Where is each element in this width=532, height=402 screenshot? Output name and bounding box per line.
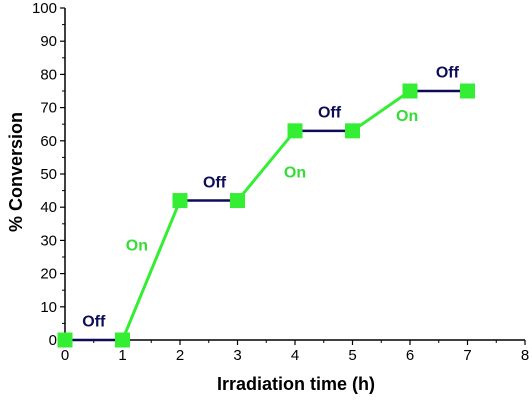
x-tick-label: 1 [118,347,126,364]
x-axis-title: Irradiation time (h) [217,374,375,394]
data-point [115,332,130,348]
on-segment [351,89,411,133]
tick-labels: 0 10 20 30 40 50 60 70 80 90 100 0 1 2 3 4 5 6 7 8 [32,0,529,364]
x-tick-label: 8 [521,347,529,364]
off-label: Off [318,105,342,122]
y-tick-label: 0 [49,332,57,349]
data-point [172,193,188,209]
y-axis-title: % Conversion [6,112,26,232]
off-label: Off [203,174,227,191]
y-tick-label: 50 [40,166,57,183]
y-tick-label: 90 [40,33,57,50]
x-tick-label: 4 [291,347,299,364]
off-label: Off [82,314,106,331]
annotations: Off On Off On Off On Off [82,65,459,331]
x-tick-label: 2 [176,347,184,364]
data-point [345,123,360,139]
on-label: On [126,237,148,254]
on-label: On [396,108,418,125]
y-tick-label: 60 [40,133,57,150]
y-tick-label: 80 [40,66,57,83]
y-tick-label: 30 [40,232,57,249]
y-tick-label: 40 [40,199,57,216]
y-tick-label: 20 [40,266,57,283]
off-label: Off [436,65,460,82]
y-tick-label: 10 [40,299,57,316]
on-segment [236,129,297,202]
axes [60,7,526,345]
data-points [57,83,475,348]
data-point [287,123,303,139]
series-segments [65,89,468,342]
on-segment [121,199,182,341]
x-tick-label: 5 [348,347,356,364]
data-point [230,193,245,209]
y-tick-label: 70 [40,100,57,117]
data-point [460,83,475,99]
data-point [402,83,418,99]
x-tick-label: 6 [406,347,414,364]
data-point [57,332,73,348]
y-tick-label: 100 [32,0,57,17]
x-tick-label: 7 [463,347,471,364]
x-tick-label: 0 [61,347,69,364]
x-tick-label: 3 [233,347,241,364]
on-label: On [284,164,306,181]
